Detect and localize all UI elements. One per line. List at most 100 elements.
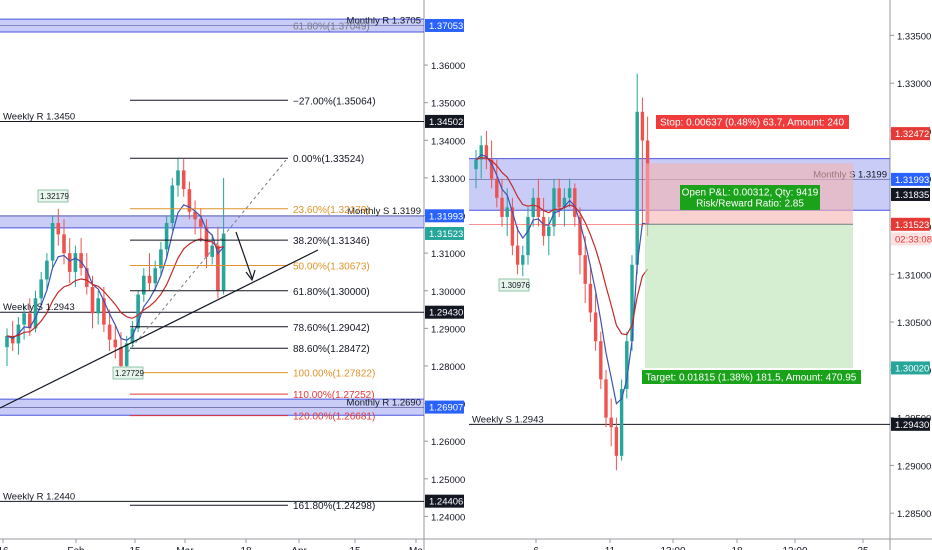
price-badge-text: 1.31993 xyxy=(429,211,463,222)
swing-low-text: 1.27729 xyxy=(115,369,144,378)
take-profit-zone xyxy=(645,224,853,368)
price-badge-text: 1.30020 xyxy=(895,363,929,374)
price-badge xyxy=(425,114,464,128)
candle-body xyxy=(119,347,123,366)
candle-body xyxy=(484,145,489,160)
candle-body xyxy=(479,145,483,160)
left-chart-panel[interactable]: 1.240001.250001.260001.270001.280001.290… xyxy=(0,0,466,550)
fib-label: 61.80%(1.30000) xyxy=(293,287,370,298)
x-tick-label: 11 xyxy=(605,546,616,550)
x-tick-label: Mar xyxy=(176,546,194,550)
candle-body xyxy=(50,223,55,261)
right-chart-panel[interactable]: 1.285001.290001.295001.300001.305001.310… xyxy=(466,0,932,550)
candle-body xyxy=(56,223,61,235)
candle-body xyxy=(557,188,561,208)
candle-body xyxy=(136,294,140,329)
price-badge-text: 1.31523 xyxy=(429,229,463,240)
fib-label: 88.60%(1.28472) xyxy=(293,344,370,355)
x-tick-label: 13:00 xyxy=(782,546,807,550)
price-badge xyxy=(425,226,464,240)
ema-fast-line xyxy=(6,204,225,341)
stop-label-text: Stop: 0.00637 (0.48%) 63.7, Amount: 240 xyxy=(660,118,844,129)
y-tick-label: 1.29000 xyxy=(431,324,465,335)
price-badge-text: 1.24406 xyxy=(429,497,463,508)
candle-body xyxy=(635,111,639,265)
level-label: Monthly R 1.3705 xyxy=(347,16,421,27)
price-badge xyxy=(425,494,464,508)
x-tick-label: 6 xyxy=(533,546,539,550)
price-badge xyxy=(891,217,930,231)
candle-body xyxy=(96,298,100,314)
swing-low-text: 1.30976 xyxy=(501,281,530,290)
x-tick-label: Feb xyxy=(67,546,85,550)
y-tick-label: 1.25000 xyxy=(431,475,465,486)
fib-label: 61.80%(1.37049) xyxy=(293,22,370,33)
candle-body xyxy=(193,211,197,220)
level-label: Weekly S 1.2943 xyxy=(472,414,544,425)
fib-label: 100.00%(1.27822) xyxy=(293,369,375,380)
risk-reward-text: Risk/Reward Ratio: 2.85 xyxy=(696,199,804,210)
price-badge xyxy=(891,187,930,201)
candle-body xyxy=(67,253,72,272)
candle-body xyxy=(541,216,546,237)
price-badge-text: 1.34502 xyxy=(429,117,463,128)
target-label-text: Target: 0.01815 (1.38%) 181.5, Amount: 4… xyxy=(646,373,857,384)
price-badge-text: 1.31835 xyxy=(895,190,929,201)
price-badge xyxy=(891,361,930,375)
candle-body xyxy=(113,339,118,348)
candle-body xyxy=(85,268,89,287)
candle-body xyxy=(216,245,220,291)
candle-body xyxy=(102,298,106,325)
fib-label: 161.80%(1.24298) xyxy=(293,501,375,512)
ema-slow-line xyxy=(6,238,224,338)
candle-body xyxy=(599,341,603,380)
fib-label: 78.60%(1.29042) xyxy=(293,323,370,334)
candle-body xyxy=(604,379,608,418)
candle-body xyxy=(583,255,587,284)
candle-body xyxy=(531,197,535,217)
candle-body xyxy=(221,233,226,291)
x-tick-label: 16 xyxy=(0,546,9,550)
x-tick-label: 13:00 xyxy=(660,546,685,550)
y-tick-label: 1.28000 xyxy=(431,362,465,373)
candle-body xyxy=(153,268,157,284)
candle-body xyxy=(640,111,645,141)
y-tick-label: 1.29000 xyxy=(897,461,931,472)
candle-body xyxy=(588,283,593,313)
candle-body xyxy=(573,188,577,217)
fib-label: 50.00%(1.30673) xyxy=(293,261,370,272)
candle-body xyxy=(630,264,634,342)
price-badge-text: 1.29430 xyxy=(895,420,929,431)
y-tick-label: 1.30500 xyxy=(897,318,931,329)
x-tick-label: Apr xyxy=(291,546,307,550)
level-zone xyxy=(0,215,424,228)
ema-slow-line xyxy=(475,157,649,336)
candle-body xyxy=(176,170,180,186)
y-tick-label: 1.35000 xyxy=(431,99,465,110)
y-tick-label: 1.30000 xyxy=(431,287,465,298)
candle-body xyxy=(593,312,598,342)
candle-body xyxy=(495,178,499,198)
fib-label: −27.00%(1.35064) xyxy=(293,96,376,107)
candle-body xyxy=(181,170,186,190)
x-tick-label: Ma xyxy=(409,546,423,550)
price-badge-text: 1.26907 xyxy=(429,403,463,414)
candle-body xyxy=(474,159,478,170)
candle-body xyxy=(28,313,32,329)
candle-body xyxy=(204,226,209,257)
candle-body xyxy=(22,313,26,325)
x-tick-label: 15 xyxy=(349,546,361,550)
price-badge xyxy=(891,417,930,431)
y-tick-label: 1.34000 xyxy=(431,136,465,147)
target-label-box xyxy=(642,370,861,384)
price-badge-text: 1.31523 xyxy=(895,220,929,231)
candle-body xyxy=(619,388,624,456)
candle-body xyxy=(62,234,66,254)
y-tick-label: 1.26000 xyxy=(431,437,465,448)
price-badge xyxy=(425,209,464,223)
swing-high-badge xyxy=(37,189,69,203)
candle-body xyxy=(489,159,494,179)
price-badge-text: 02:33:08 xyxy=(895,234,932,245)
y-tick-label: 1.24000 xyxy=(431,512,465,523)
y-tick-label: 1.31000 xyxy=(431,249,465,260)
